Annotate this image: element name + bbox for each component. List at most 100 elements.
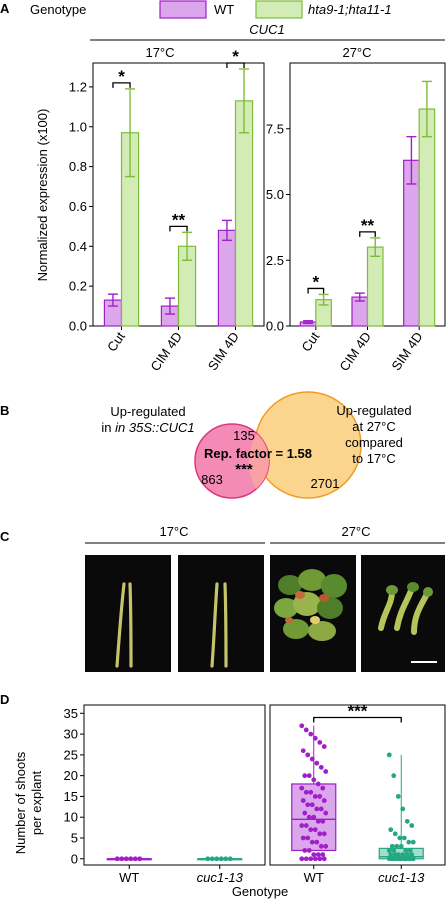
d-point-1-1-8	[397, 835, 403, 841]
d-point-1-0-27	[318, 806, 324, 812]
d-point-1-1-4	[404, 818, 410, 824]
x-tick-label-a2-0: Cut	[298, 329, 322, 354]
photo-panel: 17°C 27°C	[85, 524, 445, 672]
d-point-1-1-22	[409, 852, 415, 858]
d-frame-1	[269, 704, 446, 866]
venn-right-label-line4: to 17°C	[352, 451, 396, 466]
d-point-1-0-10	[318, 764, 324, 770]
d-point-1-0-14	[311, 777, 317, 783]
d-point-1-0-6	[300, 748, 306, 754]
explant-3	[210, 582, 219, 668]
d-point-1-1-18	[391, 848, 397, 853]
photo-wt-17c	[85, 555, 171, 672]
d-point-1-0-32	[315, 818, 321, 824]
d-point-1-0-20	[312, 794, 318, 799]
d-point-1-0-52	[303, 856, 309, 862]
bar-a2-2-0	[403, 159, 420, 327]
d-point-0-0-1	[119, 856, 125, 862]
x-tick-label-a1-0: Cut	[104, 329, 128, 354]
y-tick-label-a1-4: 0.8	[69, 159, 87, 174]
d-point-1-0-51	[299, 856, 305, 862]
d-point-1-0-28	[323, 810, 329, 816]
d-point-1-0-9	[314, 760, 320, 766]
d-point-1-0-44	[318, 843, 324, 849]
venn-overlap-count: 135	[233, 428, 255, 443]
sig-label-a1-0: *	[118, 67, 125, 86]
d-point-1-0-26	[314, 806, 320, 812]
d-point-1-0-33	[320, 818, 326, 824]
chart-d-ylabel-line1: Number of shoots	[13, 751, 28, 854]
y-tick-label-a2-2: 5.0	[266, 187, 284, 202]
sig-bracket-a1-0	[112, 82, 131, 88]
d-point-1-1-33	[407, 856, 413, 862]
d-point-1-0-17	[299, 785, 305, 791]
venn-left-label-line1: Up-regulated	[110, 404, 185, 419]
venn-right-label-line2: at 27°C	[352, 419, 396, 434]
d-point-1-0-2	[308, 731, 314, 737]
d-point-0-1-4	[223, 856, 229, 862]
chart-a1-temp: 17°C	[145, 45, 174, 60]
d-point-0-1-3	[218, 856, 224, 862]
x-tick-label-a1-2: SIM 4D	[205, 329, 242, 373]
venn-left-count: 863	[201, 472, 223, 487]
d-point-1-0-53	[308, 856, 314, 862]
y-tick-label-a1-2: 0.4	[69, 239, 87, 254]
d-y-tick-label-5: 25	[64, 747, 78, 762]
chart-a-27c: 0.0 2.5 5.0 7.5 Cut * CIM 4D ** SIM 4D	[266, 62, 446, 374]
legend-swatch-mutant	[255, 0, 303, 19]
d-point-1-0-24	[305, 802, 311, 808]
d-point-1-0-49	[315, 852, 321, 858]
bar-a1-2-0	[217, 229, 237, 327]
d-point-1-0-42	[309, 839, 315, 845]
d-point-1-0-12	[302, 773, 308, 779]
d-point-1-0-40	[300, 835, 306, 841]
d-point-0-0-3	[128, 856, 134, 862]
d-point-1-0-35	[303, 823, 309, 828]
sig-bracket-a2-0	[307, 287, 325, 294]
d-point-1-0-19	[308, 789, 314, 795]
venn-right-label-line1: Up-regulated	[336, 403, 411, 418]
d-point-1-0-43	[314, 839, 320, 845]
d-point-1-1-1	[391, 773, 397, 779]
d-point-1-0-38	[317, 831, 323, 837]
d-point-1-1-6	[388, 827, 394, 833]
explant-2	[128, 582, 133, 668]
d-point-1-1-12	[389, 843, 395, 849]
d-point-1-0-5	[321, 744, 327, 749]
d-point-1-1-32	[403, 856, 409, 862]
d-x-tick-label-1-1: cuc1-13	[378, 870, 425, 885]
d-point-1-0-1	[303, 727, 309, 733]
d-point-1-0-7	[305, 752, 311, 758]
d-y-tick-label-6: 30	[64, 727, 78, 742]
photo-temp-17: 17°C	[159, 524, 188, 539]
d-x-tick-label-0-1: cuc1-13	[197, 870, 244, 885]
y-tick-label-a2-3: 7.5	[266, 121, 284, 136]
photo-cuc-17c	[178, 555, 264, 672]
chart-a-17c: 0.0 0.2 0.4 0.6 0.8 1.0 1.2 Cut * CIM 4D ** SIM 4D *	[69, 47, 265, 374]
d-point-0-0-0	[114, 856, 120, 862]
sig-label-a1-2: *	[232, 47, 239, 66]
y-tick-label-a1-6: 1.2	[69, 79, 87, 94]
venn-left-label-line2: in in 35S::CUC1	[101, 420, 194, 435]
d-point-1-0-46	[302, 848, 308, 853]
d-point-0-0-2	[123, 856, 129, 862]
d-point-1-0-45	[323, 843, 329, 849]
d-point-1-0-55	[317, 856, 323, 862]
d-y-tick-label-4: 20	[64, 768, 78, 783]
d-point-1-1-7	[392, 831, 398, 837]
chart-a2-temp: 27°C	[342, 45, 371, 60]
y-tick-label-a1-0: 0.0	[69, 319, 87, 334]
panel-letter-c: C	[0, 529, 10, 544]
d-x-tick-label-0-0: WT	[119, 870, 139, 885]
legend-title: Genotype	[30, 2, 86, 17]
d-point-1-1-24	[392, 852, 398, 858]
venn-significance: ***	[235, 461, 253, 478]
venn-right-count: 2701	[311, 476, 340, 491]
y-tick-label-a2-0: 0.0	[266, 319, 284, 334]
d-point-1-1-31	[398, 856, 404, 862]
photo-temp-27: 27°C	[341, 524, 370, 539]
d-point-1-0-15	[315, 781, 321, 787]
d-point-1-0-31	[311, 814, 317, 820]
panel-letter-b: B	[0, 403, 9, 418]
